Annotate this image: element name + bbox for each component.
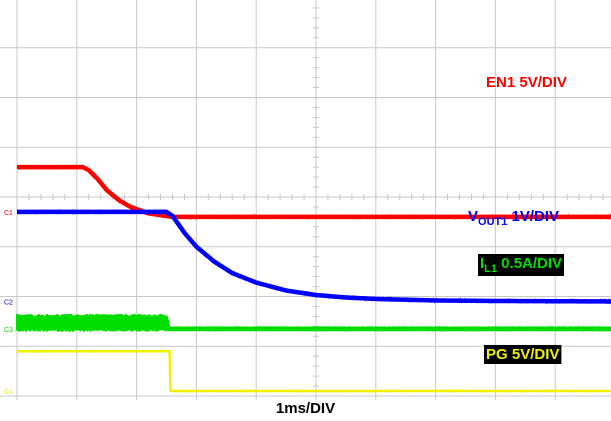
label-en1-scale: 5V/DIV <box>515 74 567 91</box>
label-il1: IL1 0.5A/DIV <box>480 255 562 275</box>
label-pg-main: PG <box>486 346 508 363</box>
channel-marker-pg: C4 <box>4 389 13 396</box>
label-il1-sub: L1 <box>484 263 497 275</box>
trace-il1 <box>16 313 611 333</box>
channel-markers: C1 C2 C3 C4 <box>4 210 13 396</box>
channel-marker-en1: C1 <box>4 210 13 217</box>
channel-marker-il1: C3 <box>4 327 13 334</box>
trace-vout1-noise <box>16 208 611 305</box>
trace-pg <box>16 349 611 394</box>
label-il1-main: I <box>480 255 484 272</box>
label-vout1-scale: 1V/DIV <box>507 208 559 225</box>
label-en1-main: EN1 <box>486 74 515 91</box>
grid-lines <box>0 0 611 400</box>
trace-labels: EN1 5V/DIV VOUT1 1V/DIV IL1 0.5A/DIV PG 5V/… <box>468 74 567 364</box>
trace-en1-noise <box>16 164 611 221</box>
channel-marker-vout1: C2 <box>4 300 13 307</box>
label-il1-scale: 0.5A/DIV <box>497 255 562 272</box>
label-vout1: VOUT1 1V/DIV <box>468 208 559 228</box>
label-vout1-sub: OUT1 <box>478 216 507 228</box>
trace-il1-band <box>16 313 611 333</box>
label-vout1-main: V <box>468 208 478 225</box>
trace-en1 <box>15 164 611 221</box>
label-pg-box <box>484 345 562 364</box>
label-pg: PG 5V/DIV <box>486 346 559 363</box>
trace-vout1 <box>15 208 611 305</box>
label-pg-scale: 5V/DIV <box>508 346 560 363</box>
label-il1-box <box>478 254 564 276</box>
trace-pg-noise <box>16 349 611 394</box>
label-en1: EN1 5V/DIV <box>486 74 567 91</box>
x-axis-label: 1ms/DIV <box>275 400 336 417</box>
traces <box>15 164 611 394</box>
oscilloscope-plot: C1 C2 C3 C4 EN1 5V/DIV VOUT1 1V/DIV IL1 0.5A/… <box>0 0 611 400</box>
